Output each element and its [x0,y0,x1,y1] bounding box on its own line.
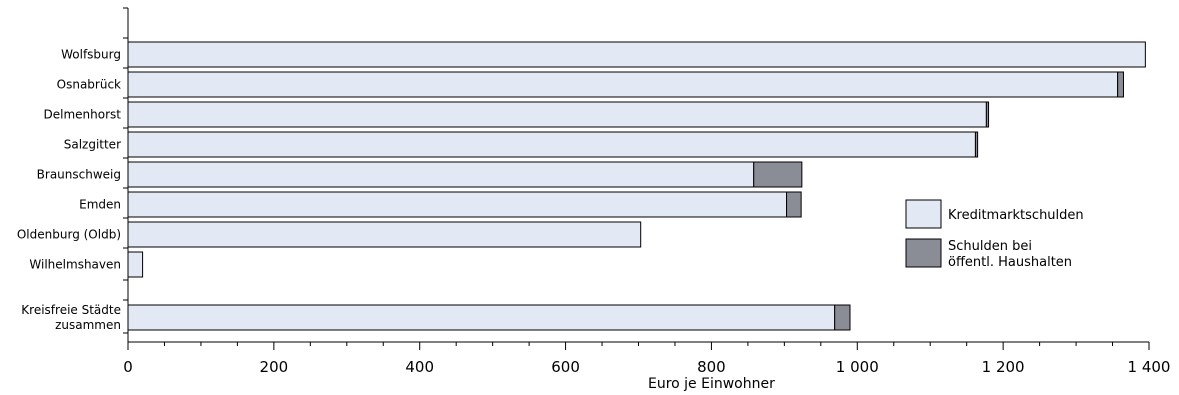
x-axis-title: Euro je Einwohner [648,376,775,392]
bar-kreditmarkt-3 [127,131,976,158]
legend-label: Schulden bei [948,239,1032,254]
category-label: Wolfsburg [61,48,121,62]
bar-kreditmarkt-6 [127,221,642,248]
category-label: Braunschweig [37,168,121,182]
bar-kreditmarkt-7 [127,251,144,278]
legend-label: öffentl. Haushalten [948,255,1072,270]
x-tick-label: 1 400 [1128,358,1171,376]
bar-kreditmarkt-4 [127,161,755,188]
category-label: Osnabrück [57,78,121,92]
category-labels: Wolfsburg Osnabrück Delmenhorst Salzgitter B… [17,48,121,333]
x-tick-label: 0 [123,358,133,376]
bar-oeffentl-1 [1117,71,1124,98]
category-label: Kreisfreie Städte [21,303,121,317]
x-tick-label: 1 200 [982,358,1025,376]
legend-swatch-kreditmarkt [905,199,942,229]
legend-label: Kreditmarktschulden [948,208,1084,223]
x-tick-label: 600 [551,358,580,376]
bar-kreditmarkt-8 [127,304,836,331]
x-tick-label: 200 [260,358,289,376]
category-label: Salzgitter [64,138,121,152]
bar-kreditmarkt-1 [127,71,1119,98]
bars-group [127,41,1146,331]
bar-oeffentl-4 [753,161,803,188]
bar-kreditmarkt-0 [127,41,1146,68]
category-label: Oldenburg (Oldb) [17,228,121,242]
x-tick-label: 400 [405,358,434,376]
legend: Kreditmarktschulden Schulden beiöffentl. … [905,199,1084,270]
category-label: Delmenhorst [44,108,122,122]
bar-kreditmarkt-2 [127,101,987,128]
bar-oeffentl-2 [985,101,990,128]
axes-group: 0 200 400 600 800 1 000 1 200 1 400 Euro je Einw… [123,7,1171,392]
category-label: Wilhelmshaven [29,258,121,272]
bar-oeffentl-3 [974,131,979,158]
bar-kreditmarkt-5 [127,191,788,218]
legend-swatch-oeffentl [905,238,942,268]
category-label: zusammen [55,318,121,332]
bar-oeffentl-8 [834,304,851,331]
category-label: Emden [79,198,121,212]
x-tick-label: 1 000 [836,358,879,376]
x-tick-label: 800 [697,358,726,376]
bar-oeffentl-5 [786,191,802,218]
